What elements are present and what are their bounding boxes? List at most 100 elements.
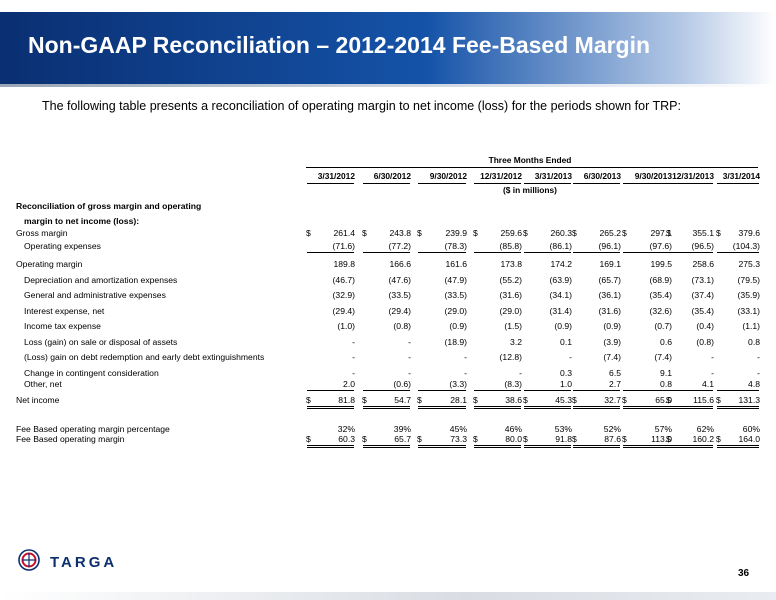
- table-cell: 166.6: [389, 259, 411, 269]
- underline: [717, 390, 759, 391]
- table-cell: 91.8: [555, 434, 572, 444]
- table-cell: 0.1: [560, 337, 572, 347]
- table-cell: 53%: [554, 424, 572, 434]
- table-cell: (0.9): [449, 321, 467, 331]
- double-underline: [667, 406, 713, 409]
- row-label: Fee Based operating margin: [16, 434, 125, 444]
- currency-symbol: $: [306, 395, 311, 405]
- table-cell: (12.8): [499, 352, 522, 362]
- table-cell: 54.7: [394, 395, 411, 405]
- table-cell: (68.9): [649, 275, 672, 285]
- table-cell: (33.1): [737, 306, 760, 316]
- column-header-rule: [717, 183, 759, 184]
- currency-symbol: $: [572, 395, 577, 405]
- table-cell: (3.3): [449, 379, 467, 389]
- double-underline: [573, 445, 620, 448]
- table-cell: (35.4): [691, 306, 714, 316]
- table-cell: (85.8): [499, 241, 522, 251]
- row-label: Gross margin: [16, 228, 68, 238]
- table-cell: (3.9): [603, 337, 621, 347]
- table-cell: 1.0: [560, 379, 572, 389]
- table-cell: 0.6: [660, 337, 672, 347]
- table-cell: 160.2: [692, 434, 714, 444]
- table-cell: 199.5: [650, 259, 672, 269]
- table-cell: -: [711, 352, 714, 362]
- table-cell: 164.0: [738, 434, 760, 444]
- table-cell: 57%: [654, 424, 672, 434]
- table-cell: (32.9): [332, 290, 355, 300]
- currency-symbol: $: [716, 395, 721, 405]
- column-header-rule: [418, 183, 466, 184]
- column-header-rule: [667, 183, 713, 184]
- table-row: Net income $81.8 $54.7 $28.1 $38.6 $45.3 $32.7…: [0, 395, 776, 409]
- underline: [667, 252, 713, 253]
- targa-logo-icon: [18, 549, 40, 571]
- table-cell: -: [464, 368, 467, 378]
- column-header-rule: [573, 183, 620, 184]
- double-underline: [717, 445, 759, 448]
- table-cell: (63.9): [549, 275, 572, 285]
- column-header-rule: [623, 183, 671, 184]
- table-row: Loss (gain) on sale or disposal of asset…: [0, 337, 776, 349]
- underline: [418, 390, 466, 391]
- title-banner: [0, 12, 776, 84]
- underline: [623, 252, 671, 253]
- table-cell: 46%: [504, 424, 522, 434]
- double-underline: [418, 445, 466, 448]
- table-cell: 38.6: [505, 395, 522, 405]
- column-header-rule: [363, 183, 410, 184]
- table-row: Fee Based operating margin $60.3 $65.7 $73.…: [0, 434, 776, 448]
- table-cell: 4.1: [702, 379, 714, 389]
- table-cell: 0.8: [748, 337, 760, 347]
- table-cell: 2.7: [609, 379, 621, 389]
- column-header-rule: [474, 183, 521, 184]
- table-cell: -: [408, 337, 411, 347]
- currency-symbol: $: [666, 434, 671, 444]
- row-label: Operating margin: [16, 259, 83, 269]
- row-label: Income tax expense: [24, 321, 101, 331]
- table-cell: (55.2): [499, 275, 522, 285]
- table-cell: (71.6): [332, 241, 355, 251]
- table-cell: (97.6): [649, 241, 672, 251]
- table-cell: (104.3): [732, 241, 760, 251]
- table-cell: -: [569, 352, 572, 362]
- table-row: Fee Based operating margin percentage 32%…: [0, 424, 776, 436]
- table-cell: (0.9): [603, 321, 621, 331]
- brand-wordmark: TARGA: [50, 554, 118, 571]
- table-cell: 73.3: [450, 434, 467, 444]
- table-cell: 9.1: [660, 368, 672, 378]
- underline: [474, 252, 521, 253]
- double-underline: [623, 445, 671, 448]
- currency-symbol: $: [417, 395, 422, 405]
- currency-symbol: $: [473, 434, 478, 444]
- table-cell: (0.4): [696, 321, 714, 331]
- currency-symbol: $: [572, 434, 577, 444]
- underline: [418, 252, 466, 253]
- table-cell: 113.0: [651, 434, 672, 444]
- table-cell: (31.6): [499, 290, 522, 300]
- currency-symbol: $: [362, 434, 367, 444]
- table-cell: 45%: [449, 424, 467, 434]
- table-cell: (1.5): [504, 321, 522, 331]
- currency-symbol: $: [572, 228, 577, 238]
- table-cell: 2.0: [343, 379, 355, 389]
- page-number: 36: [738, 568, 750, 579]
- table-cell: 131.3: [738, 395, 760, 405]
- table-cell: (36.1): [598, 290, 621, 300]
- currency-symbol: $: [716, 228, 721, 238]
- table-cell: 174.2: [550, 259, 572, 269]
- table-cell: (77.2): [388, 241, 411, 251]
- currency-symbol: $: [523, 228, 528, 238]
- underline: [307, 252, 354, 253]
- row-label: Loss (gain) on sale or disposal of asset…: [24, 337, 178, 347]
- currency-symbol: $: [362, 395, 367, 405]
- column-header: 9/30/2013: [634, 171, 672, 181]
- section-heading-line1: Reconciliation of gross margin and opera…: [16, 201, 202, 211]
- table-cell: (0.7): [654, 321, 672, 331]
- column-header: 9/30/2012: [429, 171, 467, 181]
- table-cell: (0.6): [393, 379, 411, 389]
- row-label: Fee Based operating margin percentage: [16, 424, 170, 434]
- currency-symbol: $: [417, 434, 422, 444]
- underline: [363, 252, 410, 253]
- table-cell: (73.1): [691, 275, 714, 285]
